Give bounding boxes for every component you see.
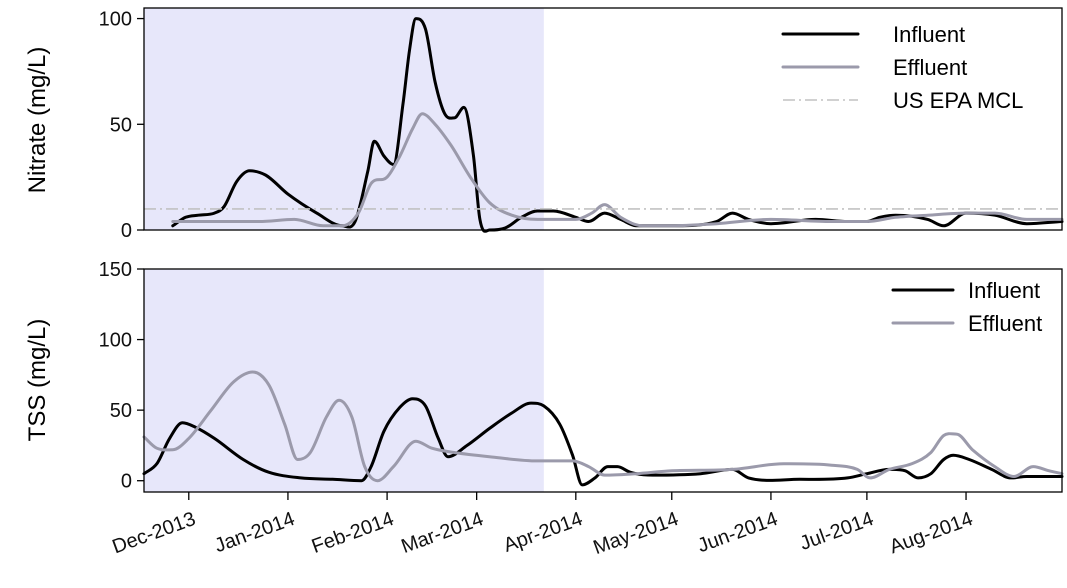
tss-legend-label: Effluent [968, 311, 1042, 336]
nitrate-panel: 0 50 100 Nitrate (mg/L) Influent Effluent US… [24, 7, 1064, 242]
nitrate-plot-lines [144, 17, 1064, 233]
nitrate-y-axis: 0 50 100 [99, 9, 144, 242]
nitrate-legend: Influent Effluent US EPA MCL [781, 22, 1023, 113]
nitrate-y-tick-label: 0 [121, 220, 132, 242]
tss-effluent-line [142, 370, 1064, 483]
x-tick-label: Aug-2014 [887, 508, 976, 558]
x-tick-label: Apr-2014 [501, 508, 586, 557]
tss-y-tick-label: 150 [99, 259, 132, 281]
nitrate-legend-label: US EPA MCL [893, 88, 1023, 113]
tss-y-tick-label: 100 [99, 330, 132, 352]
x-tick-label: Dec-2013 [109, 508, 198, 558]
nitrate-axis-title: Nitrate (mg/L) [24, 47, 51, 194]
x-tick-label: Feb-2014 [309, 508, 397, 558]
tss-shaded-period [144, 269, 544, 492]
nitrate-legend-label: Effluent [893, 55, 967, 80]
x-tick-label: Jul-2014 [797, 508, 877, 555]
tss-panel: 0 50 100 150 TSS (mg/L) Influent Effluent De… [24, 259, 1064, 559]
nitrate-plot-frame [143, 7, 1063, 231]
tss-legend-label: Influent [968, 278, 1040, 303]
x-tick-label: Mar-2014 [398, 508, 486, 558]
nitrate-effluent-line [171, 112, 1064, 228]
nitrate-y-tick-label: 100 [99, 9, 132, 31]
tss-legend: Influent Effluent [891, 278, 1042, 336]
x-axis: Dec-2013 Jan-2014 Feb-2014 Mar-2014 Apr-2014… [109, 492, 976, 559]
tss-axis-title: TSS (mg/L) [24, 319, 51, 442]
nitrate-legend-label: Influent [893, 22, 965, 47]
x-tick-label: Jan-2014 [212, 508, 298, 557]
x-tick-label: May-2014 [590, 508, 681, 559]
tss-plot-frame [143, 268, 1063, 493]
tss-influent-line [142, 397, 1064, 487]
tss-y-tick-label: 50 [110, 400, 132, 422]
tss-y-tick-label: 0 [121, 471, 132, 493]
tss-y-axis: 0 50 100 150 [99, 259, 144, 493]
x-tick-label: Jun-2014 [695, 508, 781, 557]
tss-plot-lines [142, 370, 1064, 487]
nitrate-y-tick-label: 50 [110, 114, 132, 136]
